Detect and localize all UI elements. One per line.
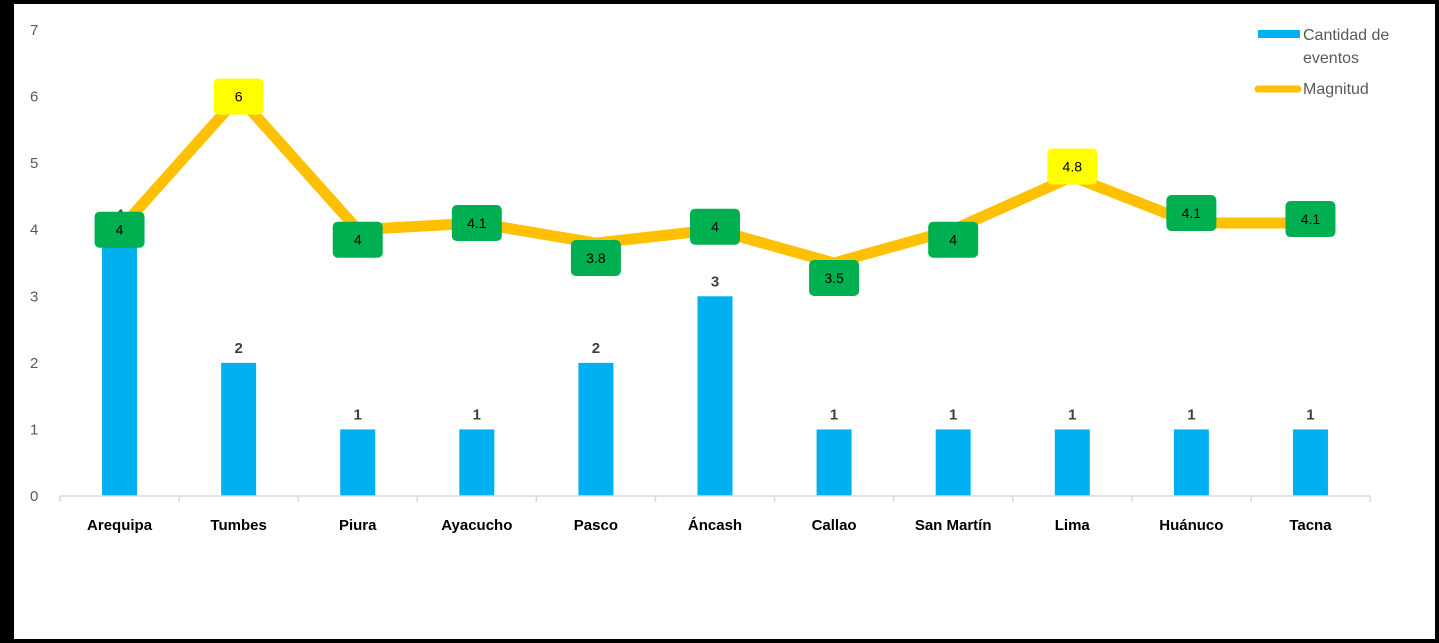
category-label: San Martín [915, 517, 992, 534]
legend: Cantidad de eventos Magnitud [1254, 27, 1389, 98]
y-tick-label: 0 [30, 488, 38, 505]
x-axis-ticks [59, 496, 1371, 502]
line-label-box [1285, 201, 1336, 238]
line-label-box [1166, 195, 1217, 232]
bar-series [102, 229, 1328, 496]
bar-value-label: 1 [1306, 406, 1314, 423]
legend-label-magnitud: Magnitud [1303, 81, 1369, 98]
line-label-box [1047, 148, 1098, 185]
bar [697, 296, 733, 496]
y-tick-label: 3 [30, 288, 38, 305]
legend-label-cantidad-line2: eventos [1303, 50, 1359, 67]
category-label: Arequipa [87, 517, 153, 534]
category-labels: Arequipa Tumbes Piura Ayacucho Pasco Áncash Ca… [87, 517, 1332, 534]
line-value-label: 4 [354, 232, 362, 248]
line-label-box [451, 205, 502, 242]
category-label: Huánuco [1159, 517, 1223, 534]
bar [1054, 429, 1090, 496]
y-tick-label: 6 [30, 89, 38, 106]
y-tick-label: 4 [30, 222, 38, 239]
line-value-label: 4.8 [1063, 158, 1083, 174]
bar [221, 362, 257, 496]
category-label: Pasco [574, 517, 618, 534]
category-label: Ayacucho [441, 517, 512, 534]
line-label-box [928, 221, 979, 258]
bar-value-label: 1 [354, 406, 362, 423]
line-value-label: 4 [949, 232, 957, 248]
y-tick-label: 1 [30, 421, 38, 438]
y-tick-label: 7 [30, 22, 38, 39]
bar [816, 429, 852, 496]
bar-value-label: 1 [473, 406, 481, 423]
bar [1173, 429, 1209, 496]
legend-swatch-cantidad [1258, 30, 1300, 38]
bar-value-label: 2 [592, 340, 600, 357]
line-label-box [213, 78, 264, 115]
category-label: Tacna [1289, 517, 1332, 534]
category-label: Lima [1055, 517, 1091, 534]
y-axis-ticks: 0 1 2 3 4 5 6 7 [30, 22, 38, 505]
line-label-box [809, 260, 860, 296]
line-value-label: 6 [235, 89, 243, 105]
line-value-label: 3.8 [586, 250, 606, 266]
bar-value-label: 2 [234, 340, 242, 357]
line-data-labels: 4 6 4 4.1 3.8 4 3.5 4 4.8 4.1 4.1 [94, 78, 1336, 296]
category-label: Callao [812, 517, 857, 534]
y-tick-label: 5 [30, 155, 38, 172]
bar-value-label: 3 [711, 273, 719, 290]
y-tick-label: 2 [30, 355, 38, 372]
bar [102, 229, 138, 496]
line-value-label: 4 [711, 219, 719, 235]
line-label-box [332, 221, 383, 258]
bar [1292, 429, 1328, 496]
category-label: Piura [339, 517, 377, 534]
bar [578, 362, 614, 496]
bar [459, 429, 495, 496]
bar [340, 429, 376, 496]
line-value-label: 4 [116, 222, 124, 238]
category-label: Áncash [688, 517, 742, 534]
bar-value-label: 1 [830, 406, 838, 423]
category-label: Tumbes [210, 517, 266, 534]
line-value-label: 4.1 [1301, 211, 1321, 227]
line-label-box [94, 211, 145, 248]
bar-value-label: 1 [1187, 406, 1195, 423]
line-label-box [570, 240, 621, 277]
legend-label-cantidad-line1: Cantidad de [1303, 27, 1389, 44]
line-value-label: 4.1 [467, 215, 487, 231]
bar-value-label: 1 [1068, 406, 1076, 423]
bar [935, 429, 971, 496]
bar-value-label: 1 [949, 406, 957, 423]
line-value-label: 4.1 [1182, 205, 1202, 221]
line-value-label: 3.5 [824, 270, 844, 286]
line-label-box [690, 208, 740, 245]
